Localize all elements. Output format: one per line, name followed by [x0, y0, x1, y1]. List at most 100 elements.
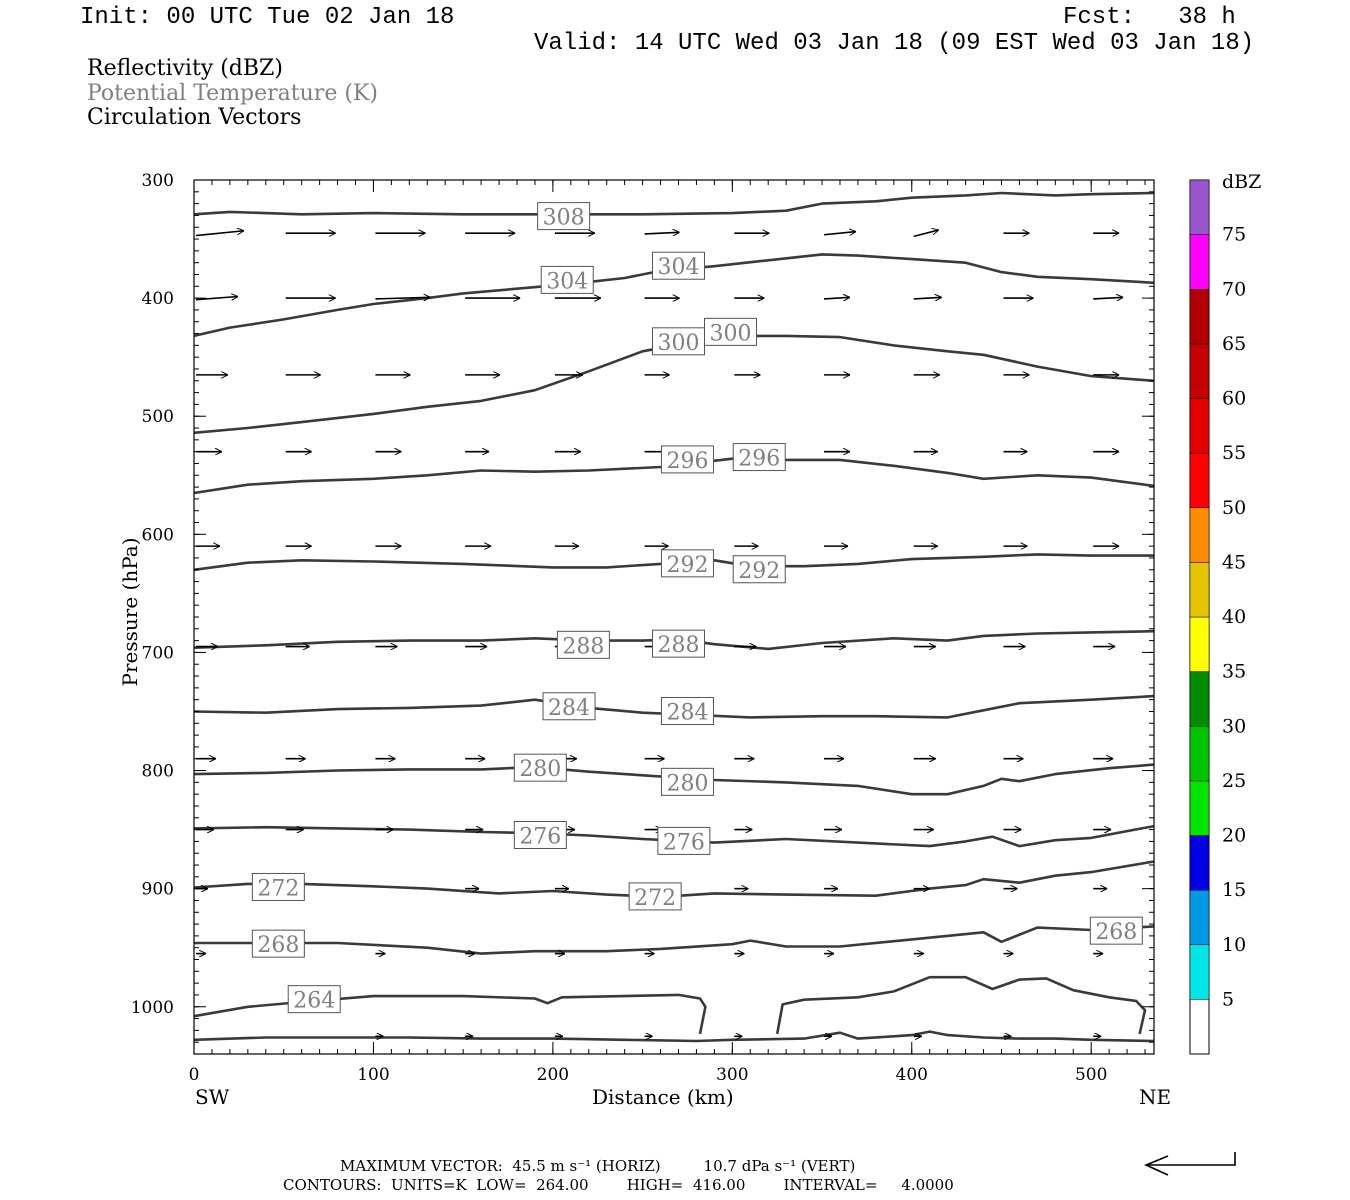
theta-contour-264	[775, 975, 1147, 1035]
colorbar-label-75: 75	[1222, 224, 1246, 246]
field-reflectivity: Reflectivity (dBZ)	[87, 56, 283, 81]
y-tick-label-400: 400	[142, 289, 174, 309]
y-tick-label-500: 500	[142, 407, 174, 427]
contour-label-box	[657, 826, 711, 855]
x-tick-label-400: 400	[896, 1065, 928, 1085]
contour-label-292: 292	[666, 553, 708, 578]
colorbar-label-35: 35	[1222, 661, 1246, 683]
colorbar-swatch	[1189, 289, 1210, 345]
contour-label-276: 276	[663, 830, 705, 855]
colorbar-swatch	[1189, 671, 1210, 727]
contour-label-296: 296	[666, 449, 708, 474]
x-tick-label-100: 100	[357, 1065, 389, 1085]
contour-label-box	[542, 692, 596, 721]
theta-contour-276	[193, 824, 1155, 848]
colorbar-label-65: 65	[1222, 333, 1246, 355]
contour-label-268: 268	[1095, 920, 1137, 945]
max-vector-info: MAXIMUM VECTOR: 45.5 m s⁻¹ (HORIZ) 10.7 …	[340, 1157, 856, 1175]
colorbar-swatch	[1189, 562, 1210, 618]
contour-label-box	[660, 696, 714, 725]
contour-label-276: 276	[519, 825, 561, 850]
colorbar-swatch	[1189, 452, 1210, 508]
contour-label-272: 272	[257, 876, 299, 901]
y-tick-label-800: 800	[142, 762, 174, 782]
contour-label-296: 296	[738, 447, 780, 472]
circulation-vector	[375, 297, 430, 299]
theta-contour-268	[194, 925, 1155, 955]
field-potential-temperature: Potential Temperature (K)	[87, 81, 378, 106]
colorbar-swatch	[1189, 507, 1210, 563]
y-tick-label-300: 300	[142, 171, 174, 191]
valid-time: Valid: 14 UTC Wed 03 Jan 18 (09 EST Wed …	[534, 30, 1255, 57]
colorbar-swatch	[1189, 780, 1210, 836]
circulation-vector	[195, 231, 244, 237]
y-tick-label-900: 900	[142, 880, 174, 900]
contour-label-box	[660, 445, 714, 474]
colorbar-label-15: 15	[1222, 879, 1246, 901]
contour-label-box	[732, 555, 786, 584]
contour-label-284: 284	[666, 700, 708, 725]
colorbar-label-45: 45	[1222, 551, 1246, 573]
field-circulation-vectors: Circulation Vectors	[87, 105, 302, 130]
contour-label-288: 288	[657, 633, 699, 658]
x-end-right-label: NE	[1139, 1085, 1172, 1109]
contour-label-304: 304	[657, 255, 699, 280]
x-tick-label-200: 200	[537, 1065, 569, 1085]
colorbar-label-70: 70	[1222, 278, 1246, 300]
contour-label-box	[732, 443, 786, 472]
contour-label-box	[251, 929, 305, 958]
contour-label-box	[556, 630, 610, 659]
contour-label-284: 284	[548, 696, 590, 721]
theta-contour-292	[193, 553, 1154, 572]
colorbar-label-30: 30	[1222, 715, 1246, 737]
circulation-vector	[913, 230, 939, 238]
contour-label-box	[513, 821, 567, 849]
colorbar-unit: dBZ	[1222, 171, 1261, 193]
contour-label-box	[704, 317, 758, 346]
reference-vector	[1143, 1152, 1236, 1176]
contour-label-box	[651, 327, 705, 356]
contour-label-292: 292	[738, 559, 780, 584]
colorbar-label-50: 50	[1222, 497, 1246, 519]
theta-contour-308	[193, 191, 1155, 216]
colorbar-swatch	[1189, 398, 1210, 454]
contour-label-box	[251, 872, 305, 901]
contour-label-box	[660, 549, 714, 578]
circulation-vector	[644, 232, 680, 234]
x-end-left-label: SW	[195, 1085, 230, 1109]
theta-contour-264	[193, 993, 707, 1035]
colorbar-swatch	[1189, 944, 1210, 1000]
contour-label-264: 264	[293, 989, 335, 1014]
colorbar-swatch	[1189, 179, 1210, 235]
colorbar-swatch	[1189, 616, 1210, 672]
colorbar-swatch	[1189, 234, 1210, 290]
reference-vector-head	[1143, 1155, 1169, 1176]
colorbar-label-20: 20	[1222, 825, 1246, 847]
contour-label-box	[1089, 916, 1143, 945]
theta-contour-280	[193, 763, 1155, 796]
contour-info: CONTOURS: UNITS=K LOW= 264.00 HIGH= 416.…	[283, 1176, 954, 1194]
forecast-hour: Fcst: 38 h	[1063, 4, 1236, 31]
colorbar-label-55: 55	[1222, 442, 1246, 464]
contour-label-box	[513, 753, 567, 782]
x-axis-title: Distance (km)	[592, 1085, 734, 1109]
colorbar-swatch	[1189, 726, 1210, 782]
y-tick-label-1000: 1000	[131, 998, 174, 1018]
contour-label-box	[628, 882, 682, 911]
colorbar-label-25: 25	[1222, 770, 1246, 792]
theta-contour-272	[193, 860, 1155, 899]
theta-contours	[193, 191, 1155, 1043]
contour-label-box	[287, 985, 341, 1014]
x-tick-label-500: 500	[1075, 1065, 1107, 1085]
circulation-vector	[823, 232, 856, 235]
contour-label-268: 268	[257, 933, 299, 958]
contour-label-308: 308	[543, 206, 585, 231]
contour-label-box	[660, 767, 714, 796]
y-tick-label-700: 700	[142, 643, 174, 663]
circulation-vector	[195, 297, 238, 300]
contour-label-box	[651, 251, 705, 280]
colorbar-swatch	[1189, 889, 1210, 945]
y-tick-label-600: 600	[142, 525, 174, 545]
contour-label-box	[651, 629, 705, 658]
